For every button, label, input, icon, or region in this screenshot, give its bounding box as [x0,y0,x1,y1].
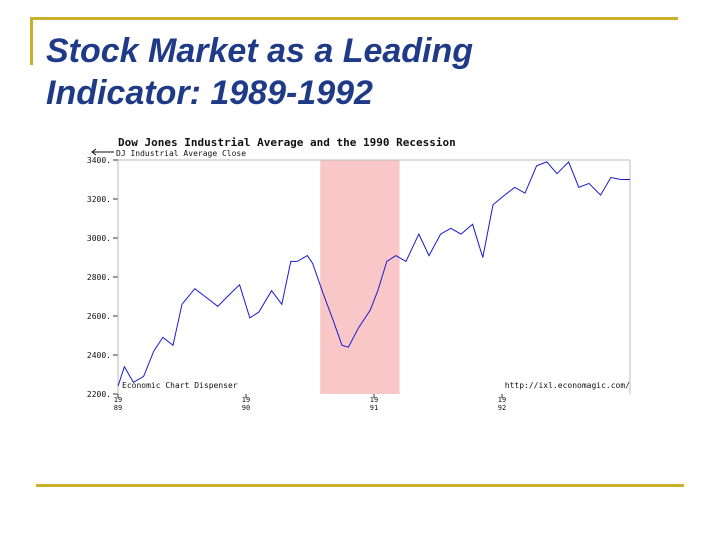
y-tick-label: 3200. [87,195,111,204]
x-tick-label-line1: 19 [370,396,378,404]
chart-title: Dow Jones Industrial Average and the 199… [118,136,456,149]
slide-title-line-2: Indicator: 1989-1992 [46,74,373,112]
recession-band [320,160,400,394]
legend-label: DJ Industrial Average Close [116,149,246,158]
y-tick-label: 2200. [87,390,111,399]
source-right-label: http://ixl.economagic.com/ [505,381,630,390]
x-tick-label-line2: 89 [114,404,122,412]
y-tick-label: 2800. [87,273,111,282]
x-tick-label-line1: 19 [242,396,250,404]
x-tick-label-line2: 92 [498,404,506,412]
y-axis: 2200. 2400. 2600. 2800. 3000. 3200. 3400. [87,156,118,399]
x-tick-label-line2: 90 [242,404,250,412]
y-tick-label: 3400. [87,156,111,165]
top-rule [30,17,678,20]
x-tick-label-line1: 19 [114,396,122,404]
slide-title: Stock Market as a Leading Indicator: 198… [46,30,473,114]
x-tick-label-line1: 19 [498,396,506,404]
legend-arrow-head [91,148,97,156]
slide-title-line-1: Stock Market as a Leading [46,32,474,70]
x-tick-label-line2: 91 [370,404,378,412]
y-tick-label: 3000. [87,234,111,243]
chart-legend: DJ Industrial Average Close [91,148,246,158]
dow-jones-chart: Dow Jones Industrial Average and the 199… [87,136,631,412]
source-left-label: Economic Chart Dispenser [122,381,238,390]
series-line-djia [117,161,630,387]
bottom-rule [36,484,684,487]
left-rule [30,17,33,65]
y-tick-label: 2400. [87,351,111,360]
y-tick-label: 2600. [87,312,111,321]
